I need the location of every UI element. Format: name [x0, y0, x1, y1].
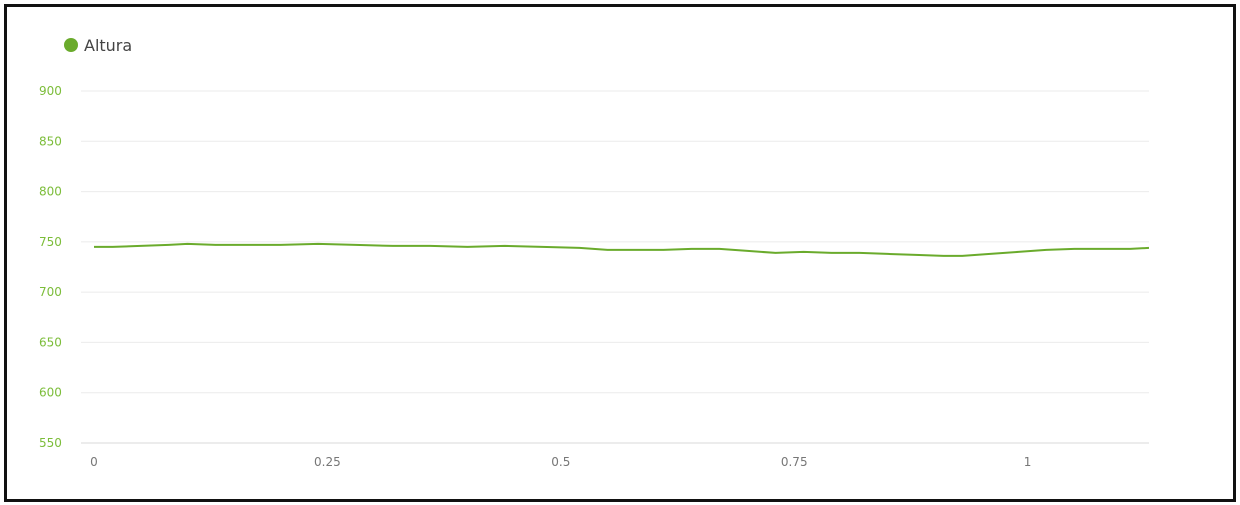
x-tick-label: 0.25 [314, 455, 341, 469]
y-tick-label: 900 [39, 84, 62, 98]
x-axis: 0 0.25 0.5 0.75 1 [90, 455, 1031, 469]
y-tick-label: 700 [39, 285, 62, 299]
y-tick-label: 550 [39, 436, 62, 450]
legend: Altura [64, 36, 132, 55]
line-chart: Altura 550 600 650 700 750 800 850 900 0 0.25 0.5… [39, 36, 1150, 469]
legend-swatch-altura [64, 38, 78, 52]
y-axis: 550 600 650 700 750 800 850 900 [39, 84, 62, 450]
y-tick-label: 800 [39, 185, 62, 199]
y-tick-label: 750 [39, 235, 62, 249]
series-line-altura [94, 242, 1150, 257]
plot-area [94, 242, 1150, 257]
grid-lines [81, 90, 1149, 444]
x-tick-label: 0.75 [781, 455, 808, 469]
y-tick-label: 600 [39, 386, 62, 400]
y-tick-label: 850 [39, 134, 62, 148]
x-tick-label: 0.5 [551, 455, 570, 469]
chart-frame: Altura 550 600 650 700 750 800 850 900 0 0.25 0.5… [4, 4, 1236, 502]
y-tick-label: 650 [39, 335, 62, 349]
x-tick-label: 1 [1024, 455, 1032, 469]
x-tick-label: 0 [90, 455, 98, 469]
legend-label-altura: Altura [84, 36, 132, 55]
